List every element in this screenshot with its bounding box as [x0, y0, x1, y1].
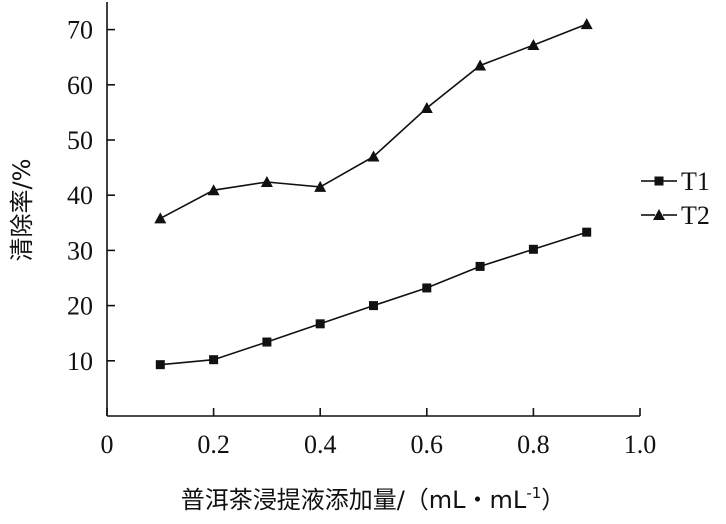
series-t1-point	[262, 337, 272, 347]
series-t2-point	[474, 59, 487, 71]
series-t2-point	[154, 212, 167, 224]
series-t1-point	[315, 319, 325, 329]
series-t2-point	[314, 180, 327, 192]
x-tick-label: 0	[101, 430, 114, 459]
series-t1-point	[209, 355, 219, 365]
legend-marker-t2	[653, 209, 665, 220]
series-t1-point	[528, 244, 538, 254]
series-t2-point	[580, 18, 593, 30]
y-axis: 10 20 30 40 50 60 70	[67, 2, 115, 416]
series-t1	[155, 227, 592, 370]
series-t2-point	[207, 184, 220, 196]
x-axis: 0 0.2 0.4 0.6 0.8 1.0	[101, 408, 657, 459]
series-t1-point	[582, 227, 592, 237]
y-tick-label: 10	[67, 347, 93, 376]
x-axis-title-main: 普洱茶浸提液添加量/（mL・mL	[181, 486, 527, 514]
y-tick-label: 40	[67, 181, 93, 210]
y-tick-label: 30	[67, 236, 93, 265]
series-t2-point	[260, 175, 273, 187]
legend-item-t2: T2	[641, 201, 710, 230]
x-tick-label: 0.6	[411, 430, 444, 459]
x-tick-label: 0.4	[304, 430, 337, 459]
x-tick-label: 1.0	[624, 430, 657, 459]
series-t1-line	[160, 231, 587, 366]
x-axis-title: 普洱茶浸提液添加量/（mL・mL-1）	[181, 484, 566, 514]
legend-item-t1: T1	[641, 167, 710, 196]
series-t2-point	[420, 101, 433, 113]
y-tick-label: 20	[67, 292, 93, 321]
series-t1-point	[475, 261, 485, 271]
x-axis-title-superscript: -1	[526, 484, 541, 502]
legend-label-t2: T2	[681, 201, 710, 230]
plot-series	[154, 18, 593, 370]
y-tick-label: 50	[67, 126, 93, 155]
series-t2-point	[527, 39, 540, 51]
x-tick-label: 0.8	[517, 430, 550, 459]
series-t2-line	[159, 23, 587, 220]
legend-label-t1: T1	[681, 167, 710, 196]
y-tick-label: 60	[67, 71, 93, 100]
series-t1-point	[422, 283, 432, 293]
y-axis-title: 清除率/%	[8, 159, 36, 262]
series-t2	[154, 18, 593, 224]
series-t1-point	[369, 301, 378, 311]
x-axis-title-end: ）	[541, 486, 565, 514]
legend-marker-t1	[654, 176, 664, 186]
series-t2-point	[367, 150, 380, 162]
y-tick-label: 70	[67, 16, 93, 45]
series-t1-point	[155, 360, 165, 370]
x-tick-label: 0.2	[197, 430, 230, 459]
